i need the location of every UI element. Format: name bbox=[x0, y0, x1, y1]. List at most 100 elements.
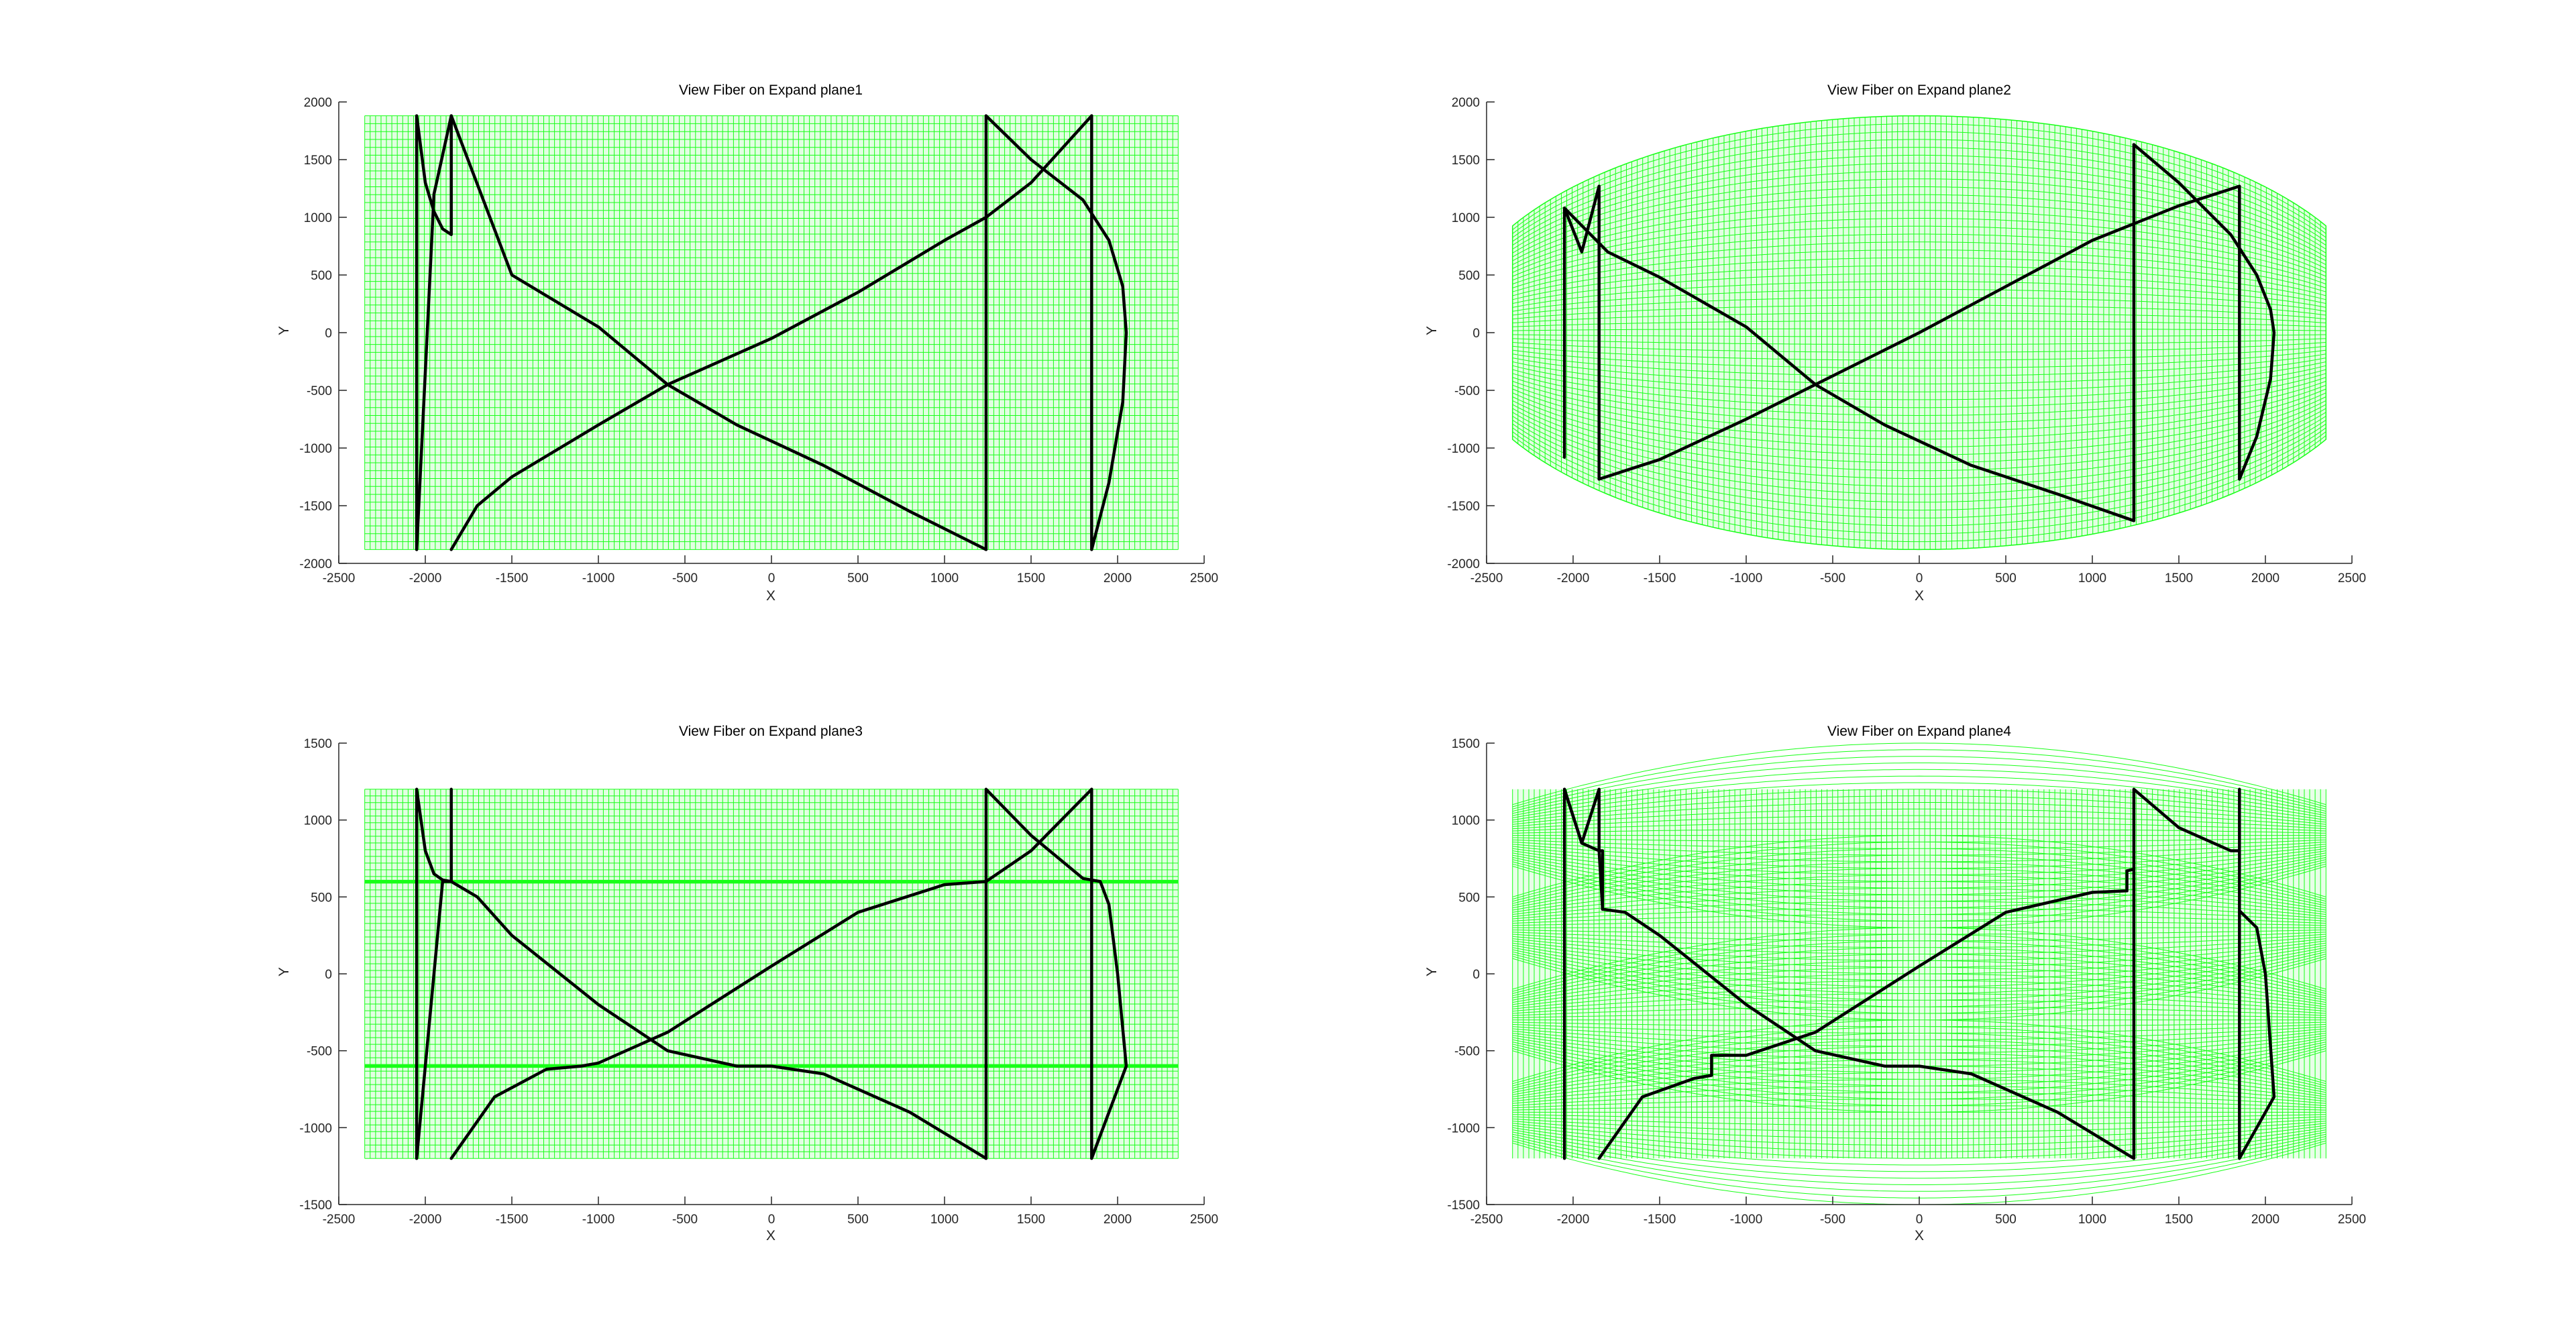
y-tick-label: 500 bbox=[311, 269, 332, 283]
mesh-lines bbox=[1512, 742, 2326, 1205]
x-tick-label: 2000 bbox=[2251, 571, 2279, 586]
mesh bbox=[364, 115, 1179, 550]
y-axis-label: Y bbox=[276, 326, 292, 335]
x-tick-label: 1500 bbox=[1017, 1213, 1045, 1227]
x-tick-label: 1500 bbox=[2165, 571, 2193, 586]
x-tick-label: -1500 bbox=[496, 571, 529, 586]
fiber-line-4 bbox=[984, 787, 1128, 1160]
y-tick-label: 1500 bbox=[304, 737, 332, 751]
y-tick-label: -500 bbox=[1454, 1045, 1480, 1059]
y-tick-label: -2000 bbox=[299, 557, 332, 571]
y-tick-label: 1500 bbox=[1452, 737, 1480, 751]
mesh-lines bbox=[364, 789, 1179, 1159]
y-tick-label: 0 bbox=[1472, 968, 1480, 982]
x-tick-label: -500 bbox=[1820, 1213, 1845, 1227]
x-tick-label: 2000 bbox=[1104, 1213, 1132, 1227]
y-tick-label: -1000 bbox=[1447, 442, 1480, 456]
y-tick-label: 1000 bbox=[304, 814, 332, 828]
chart-title: View Fiber on Expand plane4 bbox=[1827, 724, 2011, 739]
x-tick-label: 2500 bbox=[1190, 1213, 1218, 1227]
y-tick-label: 1000 bbox=[1452, 814, 1480, 828]
y-tick-label: 500 bbox=[1458, 891, 1480, 905]
y-tick-label: -1000 bbox=[299, 1121, 332, 1135]
y-tick-label: 1000 bbox=[1452, 211, 1480, 225]
x-tick-label: -1000 bbox=[582, 571, 615, 586]
x-tick-label: 2500 bbox=[2338, 571, 2366, 586]
chart-title: View Fiber on Expand plane1 bbox=[679, 82, 863, 98]
x-tick-label: -2000 bbox=[409, 571, 442, 586]
fiber-line-2 bbox=[1562, 143, 2136, 522]
x-tick-label: 1000 bbox=[2078, 571, 2106, 586]
subplot-2: View Fiber on Expand plane2 X Y -2500 -20… bbox=[1424, 82, 2366, 604]
y-tick-label: -1500 bbox=[299, 500, 332, 514]
mesh bbox=[364, 789, 1179, 1159]
y-tick-label: -500 bbox=[307, 1045, 332, 1059]
x-tick-label: 2500 bbox=[2338, 1213, 2366, 1227]
y-tick-label: 2000 bbox=[1452, 96, 1480, 110]
x-tick-label: -1500 bbox=[496, 1213, 529, 1227]
x-tick-label: 2500 bbox=[1190, 571, 1218, 586]
x-tick-label: -2500 bbox=[1470, 571, 1503, 586]
fiber-line-1 bbox=[1562, 184, 1601, 481]
x-tick-label: -1000 bbox=[1730, 571, 1763, 586]
x-tick-label: 500 bbox=[847, 571, 869, 586]
y-tick-label: 500 bbox=[311, 891, 332, 905]
fiber-line-2 bbox=[415, 114, 988, 551]
chart-title: View Fiber on Expand plane2 bbox=[1827, 82, 2011, 98]
y-tick-label: -1500 bbox=[1447, 1199, 1480, 1213]
y-tick-label: 1500 bbox=[304, 154, 332, 168]
x-tick-label: 0 bbox=[1916, 571, 1923, 586]
x-tick-label: 0 bbox=[768, 1213, 775, 1227]
y-tick-label: 0 bbox=[325, 968, 332, 982]
y-tick-label: 0 bbox=[325, 327, 332, 341]
x-tick-label: -2000 bbox=[409, 1213, 442, 1227]
x-tick-label: -1500 bbox=[1644, 1213, 1676, 1227]
x-tick-label: 500 bbox=[1995, 571, 2017, 586]
y-axis-label: Y bbox=[1424, 326, 1440, 335]
fiber-line-3 bbox=[449, 114, 1093, 551]
x-tick-label: 2000 bbox=[2251, 1213, 2279, 1227]
y-tick-label: -1000 bbox=[299, 442, 332, 456]
x-tick-label: -2500 bbox=[1470, 1213, 1503, 1227]
chart-title: View Fiber on Expand plane3 bbox=[679, 724, 863, 739]
x-tick-label: 500 bbox=[1995, 1213, 2017, 1227]
fiber-line-2 bbox=[415, 880, 988, 1160]
x-tick-label: -500 bbox=[672, 571, 698, 586]
y-tick-label: -500 bbox=[307, 384, 332, 398]
y-tick-label: -1500 bbox=[299, 1199, 332, 1213]
fiber-line-3 bbox=[449, 787, 1093, 1160]
mesh-lines bbox=[1512, 115, 2326, 550]
fiber-line-3 bbox=[1597, 867, 2136, 1160]
x-tick-label: 1500 bbox=[1017, 571, 1045, 586]
fiber-line-4 bbox=[984, 114, 1128, 551]
y-tick-label: -2000 bbox=[1447, 557, 1480, 571]
x-axis-label: X bbox=[1915, 588, 1924, 604]
x-tick-label: -2000 bbox=[1557, 1213, 1590, 1227]
x-axis-label: X bbox=[766, 1228, 775, 1243]
x-tick-label: -1000 bbox=[1730, 1213, 1763, 1227]
y-axis-label: Y bbox=[276, 967, 292, 977]
x-tick-label: -2000 bbox=[1557, 571, 1590, 586]
x-tick-label: 1000 bbox=[2078, 1213, 2106, 1227]
y-tick-label: 1000 bbox=[304, 211, 332, 225]
x-tick-label: 1000 bbox=[930, 1213, 959, 1227]
subplot-3: View Fiber on Expand plane3 X Y -2500 -20… bbox=[276, 724, 1218, 1243]
x-tick-label: 0 bbox=[768, 571, 775, 586]
subplot-4: View Fiber on Expand plane4 X Y -2500 -20… bbox=[1424, 724, 2366, 1243]
y-tick-label: 1500 bbox=[1452, 154, 1480, 168]
y-tick-label: -500 bbox=[1454, 384, 1480, 398]
y-axis-label: Y bbox=[1424, 967, 1440, 977]
x-tick-label: -2500 bbox=[323, 571, 356, 586]
y-tick-label: 500 bbox=[1458, 269, 1480, 283]
y-tick-label: 0 bbox=[1472, 327, 1480, 341]
x-tick-label: 1500 bbox=[2165, 1213, 2193, 1227]
fiber-line-4 bbox=[2132, 143, 2276, 481]
x-tick-label: 500 bbox=[847, 1213, 869, 1227]
y-tick-label: 2000 bbox=[304, 96, 332, 110]
mesh bbox=[1512, 742, 2326, 1205]
x-tick-label: 1000 bbox=[930, 571, 959, 586]
y-tick-label: -1000 bbox=[1447, 1121, 1480, 1135]
fiber-line-4 bbox=[2132, 787, 2276, 1160]
fiber-line-3 bbox=[1597, 184, 2241, 481]
